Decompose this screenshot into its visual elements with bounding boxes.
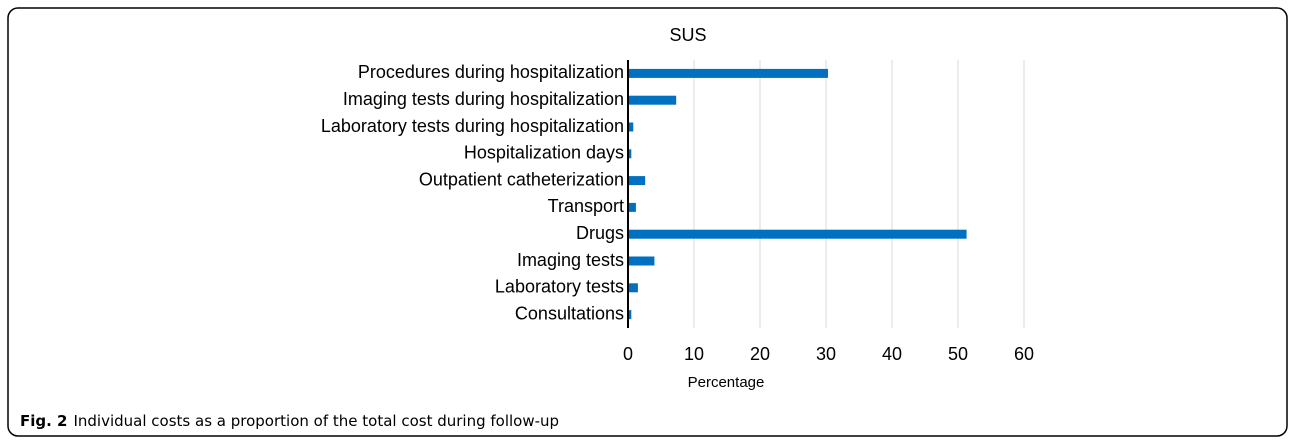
y-tick-label: Imaging tests during hospitalization [343, 89, 624, 109]
caption: Fig. 2 Individual costs as a proportion o… [20, 412, 559, 430]
bar [628, 202, 636, 212]
y-tick-label: Laboratory tests during hospitalization [321, 116, 624, 136]
bar [628, 229, 967, 239]
x-tick-label: 10 [684, 344, 704, 364]
y-tick-label: Imaging tests [517, 250, 624, 270]
x-tick-label: 40 [882, 344, 902, 364]
bar [628, 256, 655, 266]
y-tick-label: Laboratory tests [495, 277, 624, 297]
y-tick-label: Transport [548, 196, 624, 216]
bar [628, 122, 634, 132]
x-tick-label: 60 [1014, 344, 1034, 364]
chart-title: SUS [669, 25, 706, 45]
bar [628, 95, 677, 105]
y-tick-label: Drugs [576, 223, 624, 243]
y-tick-label: Procedures during hospitalization [358, 62, 624, 82]
bar [628, 310, 632, 320]
bar [628, 149, 632, 159]
bar [628, 283, 638, 293]
bar [628, 176, 646, 186]
y-tick-label: Hospitalization days [464, 143, 624, 163]
x-tick-label: 50 [948, 344, 968, 364]
caption-label: Fig. 2 [20, 412, 67, 430]
frame [7, 7, 1288, 437]
x-tick-label: 0 [623, 344, 633, 364]
y-tick-label: Consultations [515, 303, 624, 323]
x-tick-label: 30 [816, 344, 836, 364]
y-tick-label: Outpatient catheterization [419, 169, 624, 189]
x-axis-label: Percentage [688, 374, 765, 391]
x-tick-label: 20 [750, 344, 770, 364]
bar [628, 68, 828, 78]
caption-text: Individual costs as a proportion of the … [73, 412, 559, 430]
